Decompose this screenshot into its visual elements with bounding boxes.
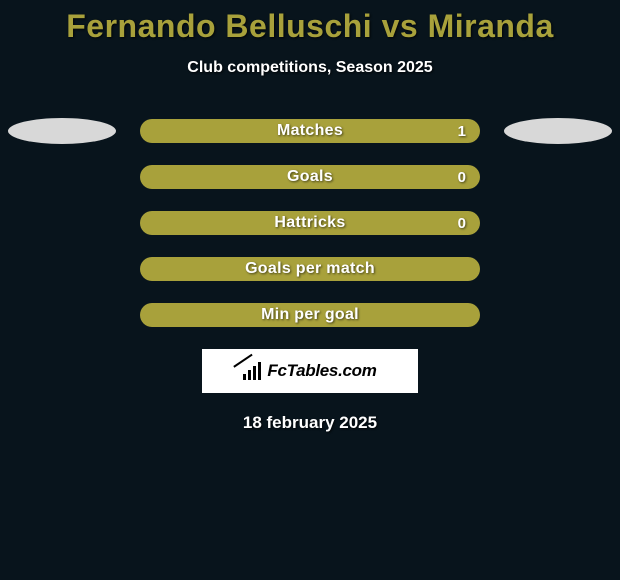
stat-bar: Min per goal bbox=[140, 303, 480, 327]
stat-label: Hattricks bbox=[274, 214, 345, 232]
page-title: Fernando Belluschi vs Miranda bbox=[0, 8, 620, 45]
stat-row: Min per goal bbox=[0, 303, 620, 327]
stat-bar: Goals per match bbox=[140, 257, 480, 281]
stat-row: Goals 0 bbox=[0, 165, 620, 189]
stat-row: Matches 1 bbox=[0, 119, 620, 143]
stat-rows: Matches 1 Goals 0 Hattricks 0 Goals per match M… bbox=[0, 119, 620, 327]
left-value-oval bbox=[16, 166, 112, 188]
logo-text: FcTables.com bbox=[267, 361, 376, 381]
right-value-oval bbox=[508, 166, 604, 188]
stat-value: 0 bbox=[458, 169, 466, 186]
logo-box[interactable]: FcTables.com bbox=[202, 349, 418, 393]
comparison-widget: Fernando Belluschi vs Miranda Club compe… bbox=[0, 0, 620, 433]
stat-value: 0 bbox=[458, 215, 466, 232]
subtitle: Club competitions, Season 2025 bbox=[0, 59, 620, 77]
stat-bar: Hattricks 0 bbox=[140, 211, 480, 235]
stat-label: Matches bbox=[277, 122, 343, 140]
right-value-oval bbox=[504, 118, 612, 144]
stat-bar: Goals 0 bbox=[140, 165, 480, 189]
chart-icon bbox=[243, 362, 261, 380]
stat-label: Goals per match bbox=[245, 260, 375, 278]
stat-label: Min per goal bbox=[261, 306, 359, 324]
stat-value: 1 bbox=[458, 123, 466, 140]
left-value-oval bbox=[8, 118, 116, 144]
stat-bar: Matches 1 bbox=[140, 119, 480, 143]
date-label: 18 february 2025 bbox=[0, 413, 620, 433]
stat-row: Hattricks 0 bbox=[0, 211, 620, 235]
stat-row: Goals per match bbox=[0, 257, 620, 281]
stat-label: Goals bbox=[287, 168, 333, 186]
